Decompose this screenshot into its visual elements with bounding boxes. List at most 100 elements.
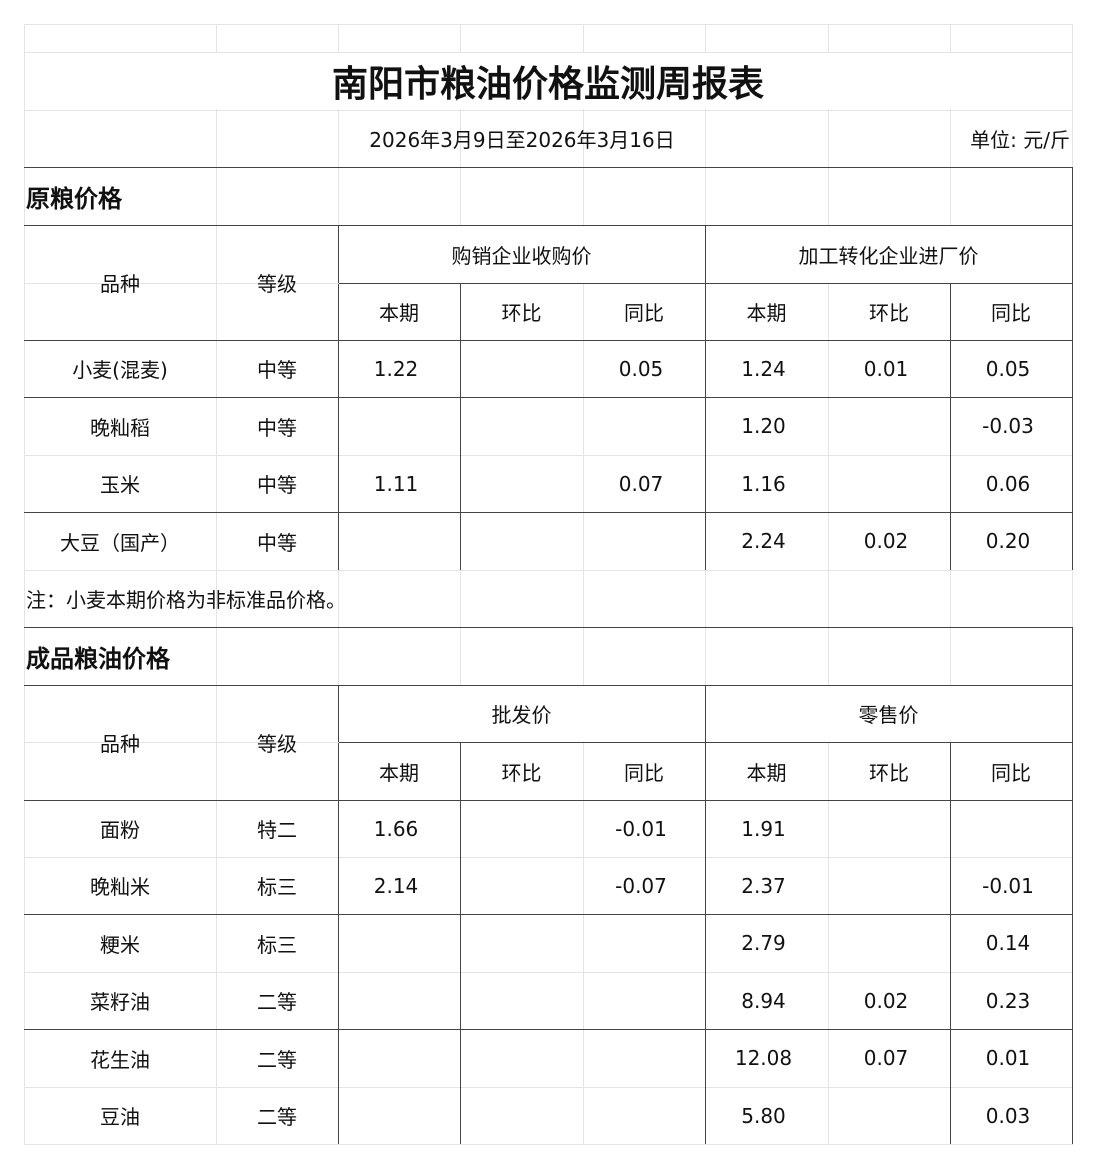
price-value: 2.37 (741, 873, 786, 898)
price-value (457, 1087, 580, 1144)
price-value: 1.16 (741, 471, 786, 496)
price-value (457, 972, 580, 1029)
price-value: 1.20 (741, 414, 786, 438)
border-line (24, 167, 1073, 168)
grid-line (705, 24, 706, 1144)
row-variety: 玉米 (100, 473, 140, 497)
header-variety: 品种 (100, 732, 140, 756)
sub-header: 同比 (624, 760, 664, 785)
border-line (24, 340, 1073, 341)
border-line (460, 283, 461, 570)
border-line (950, 283, 951, 570)
sub-header: 环比 (869, 301, 909, 325)
border-line (24, 397, 1073, 398)
price-value (580, 972, 702, 1029)
price-value (457, 455, 580, 512)
price-value: 0.05 (985, 356, 1031, 381)
price-value (335, 1087, 457, 1144)
row-grade: 二等 (257, 990, 297, 1014)
price-value: -0.01 (615, 816, 667, 841)
price-value: -0.01 (982, 873, 1034, 898)
unit-label: 单位: 元/斤 (970, 128, 1070, 152)
row-grade: 中等 (257, 415, 297, 440)
border-line (338, 225, 339, 570)
price-value (825, 397, 947, 455)
price-value (457, 397, 580, 455)
row-grade: 特二 (257, 818, 297, 842)
price-value (580, 512, 702, 570)
price-value (335, 512, 457, 570)
row-grade: 二等 (257, 1047, 297, 1072)
border-line (24, 225, 1073, 226)
border-line (705, 225, 706, 570)
border-line (24, 914, 1073, 915)
border-line (460, 742, 461, 1144)
price-value: 1.66 (373, 816, 419, 841)
border-line (950, 742, 951, 1144)
header-grade: 等级 (257, 732, 297, 756)
price-value (457, 800, 580, 857)
price-value: -0.07 (615, 873, 667, 898)
price-value (580, 397, 702, 455)
grid-line (24, 283, 339, 284)
grid-line (828, 24, 829, 1144)
date-range: 2026年3月9日至2026年3月16日 (369, 128, 675, 152)
price-value (335, 397, 457, 455)
sub-header: 本期 (379, 760, 419, 785)
price-value: 0.07 (618, 471, 664, 496)
price-value: 0.20 (985, 529, 1031, 553)
grid-line (24, 24, 1073, 25)
grid-line (24, 52, 1073, 53)
grid-line (24, 1087, 1073, 1088)
row-variety: 晚籼米 (90, 875, 150, 899)
price-value: 0.02 (863, 529, 909, 553)
price-value: 0.05 (618, 356, 664, 381)
price-value (335, 1029, 457, 1087)
price-value: 5.80 (741, 1103, 786, 1128)
price-value: -0.03 (982, 414, 1034, 438)
finished-section-title: 成品粮油价格 (26, 644, 170, 673)
grid-line (24, 1144, 1073, 1145)
border-line (1072, 167, 1073, 570)
sub-header: 同比 (991, 301, 1031, 325)
price-value (457, 914, 580, 972)
raw-grain-section-title: 原粮价格 (26, 184, 122, 213)
price-value: 0.07 (863, 1046, 909, 1070)
grid-line (24, 455, 1073, 456)
sub-header: 本期 (379, 301, 419, 325)
price-value: 2.14 (373, 873, 419, 898)
sub-header: 本期 (746, 301, 787, 325)
price-value: 2.24 (741, 529, 786, 553)
border-line (24, 1029, 1073, 1030)
row-variety: 粳米 (100, 932, 140, 957)
price-value (580, 914, 702, 972)
price-value: 0.03 (985, 1103, 1031, 1128)
row-grade: 标三 (257, 875, 297, 899)
border-line (1072, 627, 1073, 1144)
row-variety: 大豆（国产） (60, 530, 180, 555)
price-value: 12.08 (734, 1046, 793, 1070)
price-value (825, 800, 947, 857)
price-value (580, 1029, 702, 1087)
row-variety: 晚籼稻 (90, 415, 150, 440)
price-value: 0.14 (985, 931, 1031, 955)
grid-line (24, 570, 1073, 571)
price-value: 1.22 (373, 356, 419, 381)
row-variety: 豆油 (100, 1105, 140, 1129)
price-value (825, 857, 947, 914)
price-value: 0.01 (863, 356, 909, 381)
row-variety: 面粉 (100, 818, 140, 842)
row-grade: 中等 (257, 530, 297, 555)
report-title: 南阳市粮油价格监测周报表 (331, 64, 764, 105)
row-grade: 中等 (257, 358, 297, 382)
grid-line (24, 110, 1073, 111)
header-group-1: 购销企业收购价 (451, 243, 592, 268)
grid-line (1072, 24, 1073, 1144)
row-grade: 标三 (257, 932, 297, 957)
price-value: 1.11 (373, 471, 419, 496)
sub-header: 本期 (746, 760, 787, 785)
price-value (825, 455, 947, 512)
price-value: 8.94 (741, 988, 786, 1013)
price-value (335, 972, 457, 1029)
